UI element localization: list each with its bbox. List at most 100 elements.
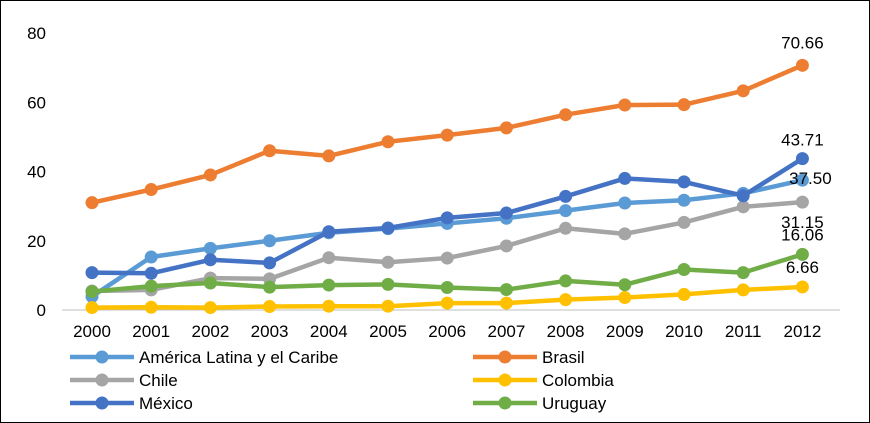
x-tick-label: 2002 (191, 322, 229, 341)
y-tick-label: 60 (27, 93, 46, 112)
data-point (499, 239, 513, 253)
data-label-chile: 31.15 (781, 213, 824, 232)
data-point (559, 293, 573, 307)
x-tick-label: 2006 (428, 322, 466, 341)
data-point (263, 144, 277, 158)
data-label-uruguay: 16.06 (781, 225, 824, 244)
y-axis-ticks: 0 20 40 60 80 (27, 24, 46, 320)
data-labels: 37.50 70.66 31.15 6.66 43.71 16.06 (781, 33, 832, 277)
y-tick-label: 0 (37, 301, 46, 320)
data-point (144, 279, 158, 293)
data-point (677, 287, 691, 301)
data-point (322, 251, 336, 265)
data-point (263, 280, 277, 294)
data-point (144, 266, 158, 280)
legend-label: Chile (139, 371, 178, 390)
data-point (322, 225, 336, 239)
x-tick-label: 2000 (73, 322, 111, 341)
data-point (618, 291, 632, 305)
data-point (795, 195, 809, 209)
legend-item-colombia: Colombia (473, 371, 614, 390)
data-point (795, 58, 809, 72)
legend-swatch-marker (95, 373, 109, 387)
data-label-america-latina-y-el-caribe: 37.50 (789, 169, 832, 188)
data-point (263, 300, 277, 314)
data-point (203, 168, 217, 182)
data-point (795, 173, 809, 187)
data-point (736, 189, 750, 203)
data-point (263, 256, 277, 270)
x-tick-label: 2011 (725, 322, 762, 341)
data-point (736, 84, 750, 98)
data-point (795, 247, 809, 261)
data-point (203, 301, 217, 315)
legend-item-america-latina-y-el-caribe: América Latina y el Caribe (70, 348, 338, 367)
data-point (499, 206, 513, 220)
data-point (677, 193, 691, 207)
legend-item-mexico: México (70, 394, 193, 413)
data-point (440, 211, 454, 225)
x-tick-label: 2001 (132, 322, 170, 341)
data-point (322, 278, 336, 292)
legend-label: América Latina y el Caribe (139, 348, 338, 367)
legend-item-uruguay: Uruguay (473, 394, 607, 413)
data-point (85, 266, 99, 280)
data-point (736, 266, 750, 280)
x-tick-label: 2010 (665, 322, 703, 341)
x-tick-label: 2003 (251, 322, 289, 341)
data-point (618, 227, 632, 241)
data-point (499, 283, 513, 297)
data-point (677, 175, 691, 189)
x-tick-label: 2004 (310, 322, 348, 341)
data-point (144, 300, 158, 314)
y-tick-label: 20 (27, 232, 46, 251)
data-point (559, 204, 573, 218)
x-tick-label: 2007 (487, 322, 525, 341)
series-mexico (85, 152, 809, 280)
legend-label: Brasil (542, 348, 585, 367)
legend-item-chile: Chile (70, 371, 178, 390)
series-group (85, 58, 809, 315)
series-uruguay (85, 247, 809, 299)
data-point (618, 171, 632, 185)
legend-label: México (139, 394, 193, 413)
data-point (85, 301, 99, 315)
data-point (381, 221, 395, 235)
data-point (203, 253, 217, 267)
data-point (85, 285, 99, 299)
x-axis-ticks: 2000 2001 2002 2003 2004 2005 2006 2007 2008 2009… (73, 322, 821, 341)
data-point (263, 234, 277, 248)
data-label-mexico: 43.71 (781, 131, 824, 150)
legend-swatch-marker (498, 373, 512, 387)
data-point (677, 262, 691, 276)
data-point (559, 221, 573, 235)
data-point (381, 299, 395, 313)
data-point (618, 98, 632, 112)
data-point (381, 255, 395, 269)
data-point (795, 280, 809, 294)
data-point (559, 274, 573, 288)
legend-swatch-marker (95, 396, 109, 410)
y-tick-label: 80 (27, 24, 46, 43)
legend-label: Uruguay (542, 394, 607, 413)
data-point (677, 98, 691, 112)
data-point (440, 280, 454, 294)
legend-swatch-marker (498, 396, 512, 410)
legend-item-brasil: Brasil (473, 348, 585, 367)
x-tick-label: 2012 (783, 322, 821, 341)
data-point (322, 299, 336, 313)
data-point (322, 149, 336, 163)
legend-swatch-marker (498, 350, 512, 364)
data-point (381, 277, 395, 291)
data-point (736, 283, 750, 297)
series-brasil (85, 58, 809, 210)
data-point (618, 196, 632, 210)
data-point (677, 215, 691, 229)
data-point (795, 152, 809, 166)
data-point (381, 135, 395, 149)
data-point (440, 296, 454, 310)
data-point (203, 241, 217, 255)
data-point (144, 183, 158, 197)
